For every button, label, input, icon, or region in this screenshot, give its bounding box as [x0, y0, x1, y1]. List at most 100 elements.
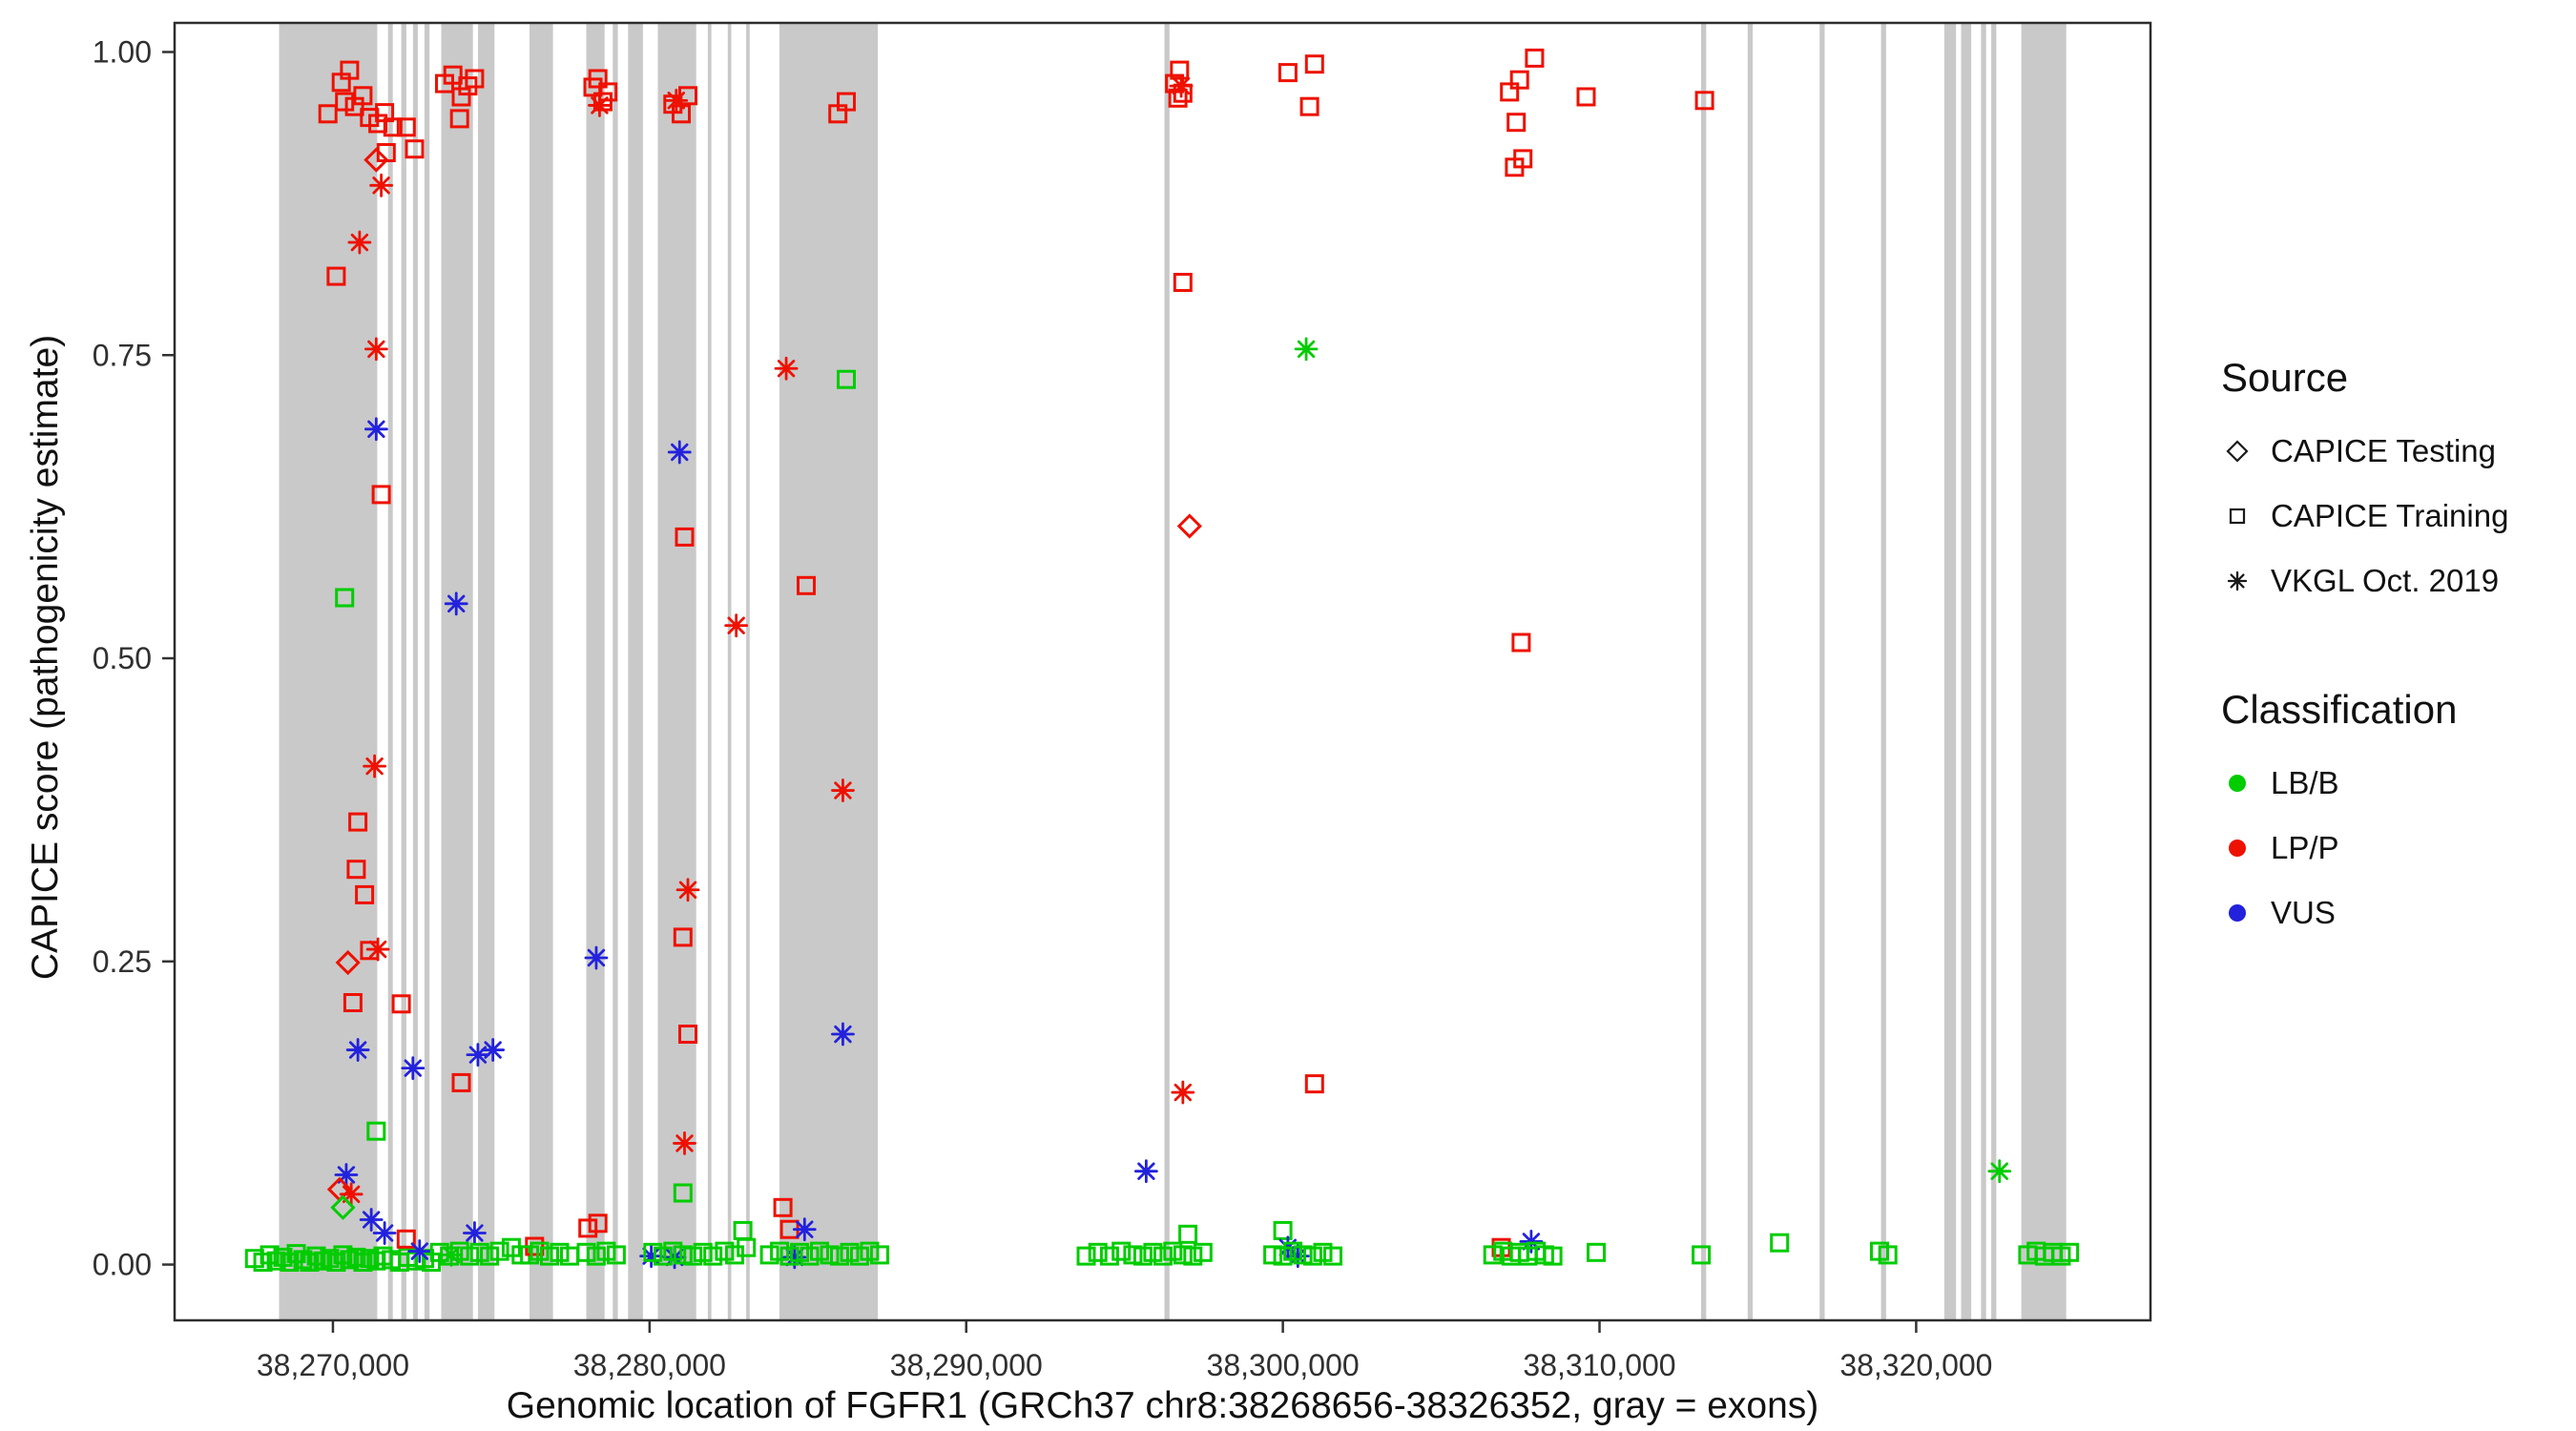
- data-point: [1483, 1245, 1503, 1265]
- data-point: [346, 860, 366, 880]
- data-point: [1173, 273, 1193, 292]
- data-point: [1878, 1245, 1898, 1265]
- data-point: [360, 1249, 380, 1269]
- data-point: [353, 86, 373, 106]
- data-point: [724, 613, 749, 638]
- data-point: [359, 1208, 384, 1232]
- data-point: [639, 1244, 663, 1269]
- exon-band: [1961, 23, 1972, 1320]
- data-point: [1123, 1245, 1143, 1265]
- data-point: [266, 1251, 286, 1271]
- data-point: [407, 1239, 432, 1263]
- exon-band: [1747, 23, 1754, 1320]
- exon-band: [586, 23, 605, 1320]
- data-point: [335, 949, 361, 976]
- data-point: [451, 87, 471, 107]
- data-point: [820, 1245, 840, 1265]
- legend-item-label: VKGL Oct. 2019: [2271, 563, 2500, 598]
- legend-item-label: LP/P: [2271, 830, 2339, 865]
- data-point: [770, 1241, 790, 1261]
- data-point: [1263, 1245, 1283, 1265]
- diamond-icon: [2221, 435, 2254, 467]
- data-point: [792, 1217, 817, 1242]
- data-point: [664, 88, 689, 113]
- x-tick-label: 38,270,000: [257, 1348, 409, 1382]
- data-point: [1770, 1233, 1790, 1253]
- data-point: [465, 69, 485, 89]
- x-tick-label: 38,310,000: [1523, 1348, 1675, 1382]
- exon-band: [746, 23, 750, 1320]
- data-point: [790, 1242, 810, 1262]
- data-point: [429, 1242, 449, 1262]
- exon-band: [657, 23, 696, 1320]
- exon-band: [628, 23, 643, 1320]
- data-point: [444, 591, 468, 616]
- data-point: [1294, 337, 1319, 362]
- data-point: [1088, 1242, 1108, 1262]
- exon-band: [1819, 23, 1825, 1320]
- data-point: [1193, 1242, 1213, 1262]
- data-point: [1304, 54, 1324, 74]
- data-point: [1183, 1246, 1203, 1266]
- data-point: [1278, 63, 1298, 83]
- data-point: [2060, 1242, 2080, 1262]
- data-point: [463, 1221, 487, 1245]
- data-point: [335, 588, 355, 608]
- exon-band: [613, 23, 618, 1320]
- data-point: [830, 1246, 849, 1266]
- data-point: [1506, 113, 1527, 133]
- data-point: [330, 1194, 356, 1220]
- data-point: [737, 1237, 757, 1257]
- data-point: [339, 1182, 364, 1207]
- data-point: [364, 417, 388, 442]
- data-point: [1694, 91, 1714, 111]
- data-point: [1576, 87, 1596, 107]
- data-point: [345, 1038, 370, 1062]
- data-point: [1099, 1246, 1119, 1266]
- legend-item-label: CAPICE Testing: [2271, 433, 2496, 468]
- data-point: [334, 1163, 359, 1187]
- legend-item-lpp: LP/P: [2221, 830, 2565, 866]
- exon-band: [441, 23, 473, 1320]
- data-point: [405, 139, 425, 159]
- data-point: [460, 1246, 480, 1266]
- data-point: [1153, 1246, 1173, 1266]
- data-point: [340, 60, 360, 80]
- data-point: [606, 1245, 626, 1265]
- legend-item-capice-training: CAPICE Training: [2221, 498, 2565, 534]
- y-tick-label: 0.75: [93, 338, 152, 372]
- data-point: [1299, 96, 1319, 116]
- data-point: [355, 884, 375, 904]
- exon-band: [727, 23, 732, 1320]
- data-point: [469, 1242, 489, 1262]
- data-point: [466, 1043, 490, 1068]
- data-point: [1509, 70, 1529, 90]
- data-point: [588, 69, 608, 89]
- data-point: [1293, 1245, 1313, 1265]
- legend-item-lbb: LB/B: [2221, 765, 2565, 801]
- exon-band: [1991, 23, 1997, 1320]
- data-point: [383, 117, 403, 137]
- exon-band: [1943, 23, 1957, 1320]
- data-point: [1273, 1220, 1293, 1240]
- data-point: [586, 1246, 606, 1266]
- exon-band: [412, 23, 418, 1320]
- data-point: [598, 82, 618, 102]
- data-point: [360, 941, 380, 961]
- data-point: [343, 993, 363, 1012]
- x-tick-label: 38,280,000: [573, 1348, 726, 1382]
- data-point: [576, 1242, 596, 1262]
- data-point: [1133, 1159, 1158, 1184]
- data-point: [869, 1245, 889, 1265]
- data-point: [372, 1221, 397, 1245]
- data-point: [480, 1246, 500, 1266]
- data-point: [779, 1246, 800, 1266]
- data-point: [1273, 1246, 1293, 1266]
- exon-band: [2021, 23, 2067, 1320]
- data-point: [1692, 1245, 1712, 1265]
- data-point: [1111, 1241, 1132, 1261]
- legend: Source CAPICE Testing CAPICE Training VK…: [2221, 355, 2565, 960]
- data-point: [663, 1241, 683, 1261]
- data-point: [1169, 73, 1194, 98]
